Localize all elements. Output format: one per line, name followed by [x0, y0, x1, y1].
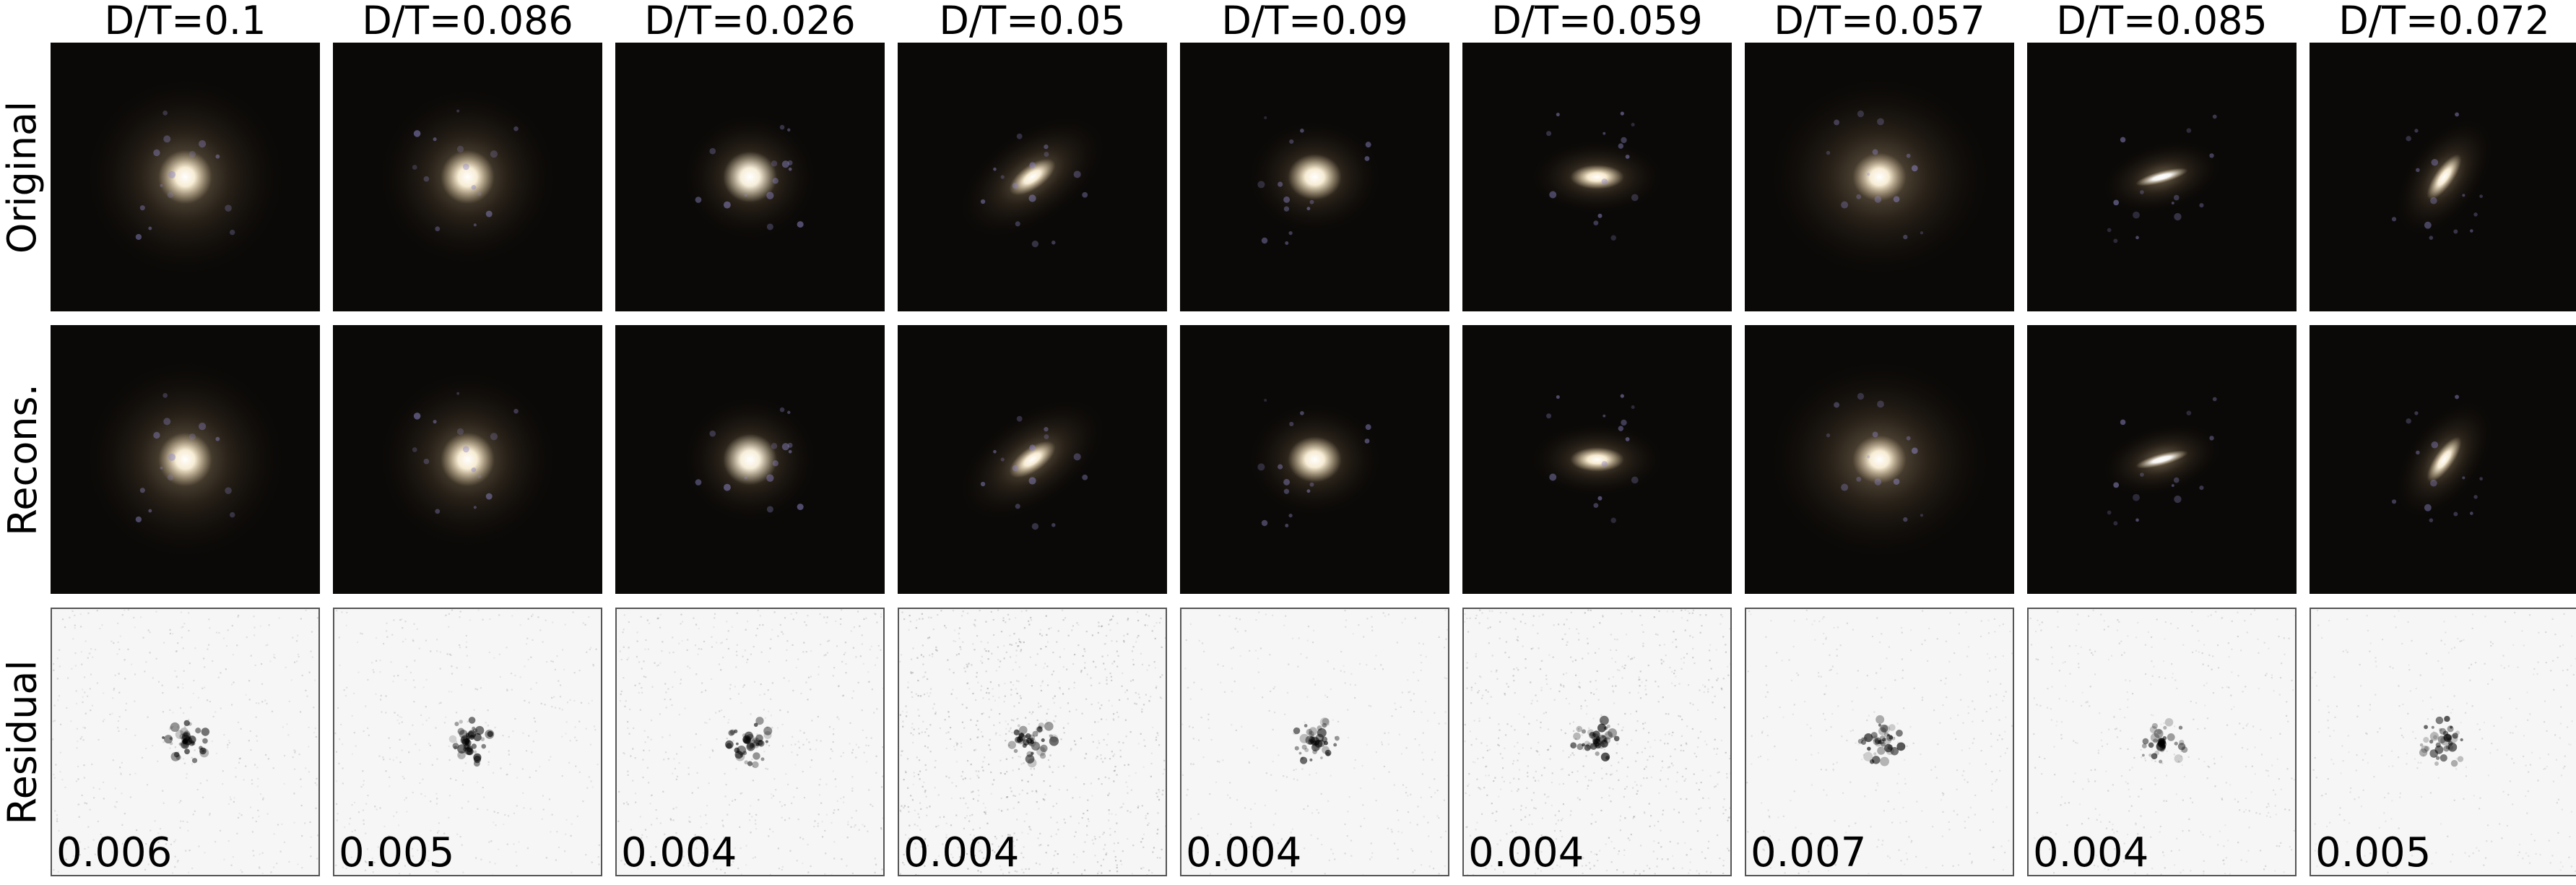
column-title: D/T=0.059	[1491, 0, 1703, 43]
original-image	[615, 43, 885, 311]
reconstruction-image	[1180, 325, 1449, 594]
original-image	[2027, 43, 2297, 311]
original-image	[333, 43, 602, 311]
row-label-residual: Residual	[0, 659, 45, 825]
residual-image: 0.004	[615, 608, 885, 876]
residual-image: 0.005	[333, 608, 602, 876]
original-image	[51, 43, 320, 311]
residual-value: 0.005	[339, 829, 455, 876]
residual-image: 0.006	[51, 608, 320, 876]
column-title: D/T=0.026	[644, 0, 856, 43]
original-image	[898, 43, 1167, 311]
residual-value: 0.004	[621, 829, 737, 876]
reconstruction-image	[2027, 325, 2297, 594]
original-image	[1745, 43, 2014, 311]
residual-value: 0.004	[2033, 829, 2149, 876]
residual-value: 0.004	[903, 829, 1020, 876]
row-label-original: Original	[0, 100, 45, 254]
column-title: D/T=0.072	[2338, 0, 2550, 43]
residual-image: 0.004	[2027, 608, 2297, 876]
residual-image: 0.004	[898, 608, 1167, 876]
column-title: D/T=0.086	[362, 0, 573, 43]
reconstruction-image	[51, 325, 320, 594]
original-image	[1180, 43, 1449, 311]
column-title: D/T=0.085	[2056, 0, 2268, 43]
original-image	[2310, 43, 2576, 311]
residual-image: 0.004	[1180, 608, 1449, 876]
row-label-recons: Recons.	[0, 383, 45, 536]
reconstruction-image	[1462, 325, 1732, 594]
reconstruction-image	[1745, 325, 2014, 594]
residual-value: 0.005	[2315, 829, 2432, 876]
column-title: D/T=0.1	[104, 0, 266, 43]
residual-value: 0.007	[1751, 829, 1867, 876]
residual-value: 0.006	[56, 829, 173, 876]
reconstruction-image	[333, 325, 602, 594]
original-image	[1462, 43, 1732, 311]
residual-value: 0.004	[1186, 829, 1302, 876]
reconstruction-image	[898, 325, 1167, 594]
residual-image: 0.005	[2310, 608, 2576, 876]
column-title: D/T=0.05	[939, 0, 1126, 43]
residual-value: 0.004	[1468, 829, 1584, 876]
residual-image: 0.007	[1745, 608, 2014, 876]
residual-image: 0.004	[1462, 608, 1732, 876]
reconstruction-image	[2310, 325, 2576, 594]
column-title: D/T=0.09	[1221, 0, 1408, 43]
reconstruction-image	[615, 325, 885, 594]
column-title: D/T=0.057	[1774, 0, 1985, 43]
